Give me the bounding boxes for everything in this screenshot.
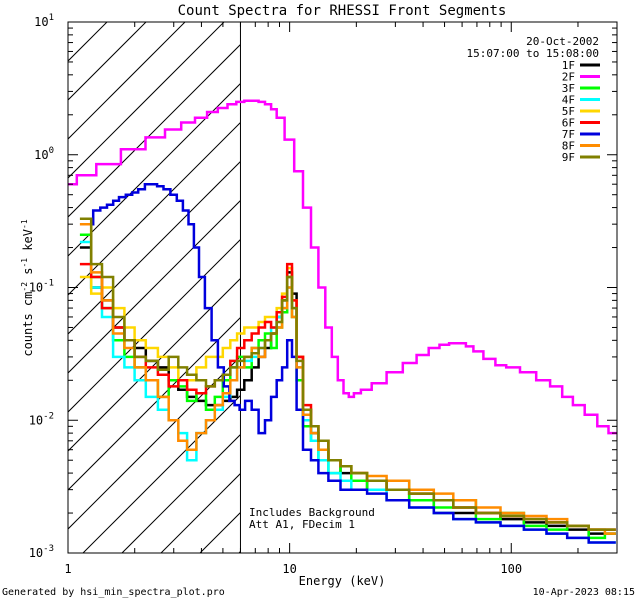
- y-axis-label-exp: -1: [20, 258, 29, 268]
- chart-title: Count Spectra for RHESSI Front Segments: [178, 3, 507, 19]
- series-layer: [68, 99, 617, 544]
- x-tick-label: 100: [500, 562, 522, 576]
- series-9F: [79, 217, 616, 531]
- legend-label: 9F: [562, 151, 575, 164]
- y-axis-label-part: s: [21, 268, 35, 282]
- footer-timestamp: 10-Apr-2023 08:15: [533, 587, 635, 598]
- annotation-attenuator: Att A1, FDecim 1: [249, 518, 355, 531]
- legend-label: 3F: [562, 82, 575, 95]
- y-axis-label: counts cm-2 s-1 keV-1: [20, 219, 35, 356]
- y-axis-label-exp: -2: [20, 282, 29, 292]
- y-axis-label-part: counts cm: [21, 292, 35, 357]
- legend-label: 1F: [562, 59, 575, 72]
- y-tick-label: 101: [34, 13, 54, 29]
- hatch-line: [68, 82, 241, 257]
- hatch-line: [68, 160, 241, 335]
- hatch-line: [68, 199, 241, 374]
- hatch-line: [68, 238, 241, 413]
- hatch-line: [68, 43, 241, 218]
- y-tick-label: 100: [34, 146, 54, 162]
- hatch-line: [68, 22, 225, 179]
- series-8F: [79, 222, 616, 535]
- hatch-line: [121, 433, 241, 553]
- y-axis-label-exp: -1: [20, 219, 29, 229]
- hatch-line: [68, 355, 241, 530]
- axis-ticks: 1 10 100 10-3 10-2 10-1 100 101: [29, 13, 618, 576]
- legend-label: 8F: [562, 140, 575, 153]
- series-2F: [68, 99, 617, 435]
- footer-generated-by: Generated by hsi_min_spectra_plot.pro: [2, 587, 225, 598]
- legend-label: 7F: [562, 128, 575, 141]
- y-tick-label: 10-1: [29, 279, 54, 295]
- time-range-label: 15:07:00 to 15:08:00: [467, 47, 599, 60]
- y-axis-label-part: keV: [21, 229, 35, 258]
- legend-label: 4F: [562, 94, 575, 107]
- y-tick-label: 10-2: [29, 411, 54, 427]
- legend-label: 2F: [562, 71, 575, 84]
- x-tick-label: 1: [64, 562, 71, 576]
- series-7F: [85, 182, 616, 544]
- hatch-line: [68, 277, 241, 452]
- y-tick-label: 10-3: [29, 544, 54, 560]
- hatch-line: [68, 22, 186, 140]
- x-axis-label: Energy (keV): [299, 574, 386, 588]
- date-label: 20-Oct-2002: [526, 35, 599, 48]
- legend-label: 5F: [562, 105, 575, 118]
- annotation-background: Includes Background: [249, 506, 375, 519]
- legend-label: 6F: [562, 117, 575, 130]
- x-tick-label: 10: [282, 562, 296, 576]
- hatch-line: [82, 394, 241, 553]
- hatch-line: [68, 316, 241, 491]
